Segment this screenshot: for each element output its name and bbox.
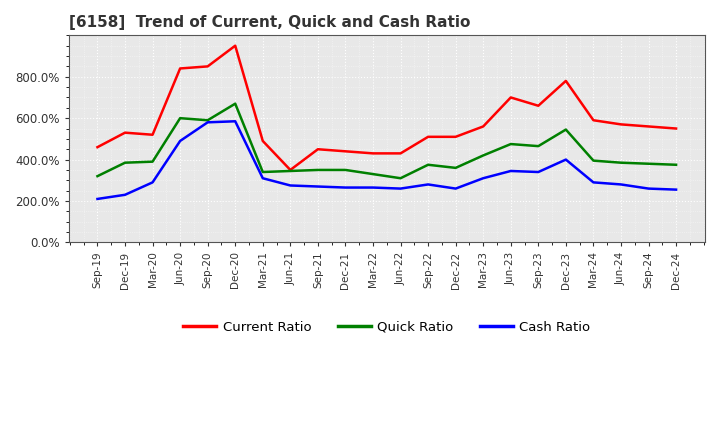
Line: Cash Ratio: Cash Ratio [97,121,676,199]
Quick Ratio [672,162,680,167]
Quick Ratio [369,172,377,177]
Quick Ratio [479,153,487,158]
Cash Ratio [148,180,157,185]
Quick Ratio [616,160,625,165]
Cash Ratio [341,185,350,190]
Current Ratio [93,144,102,150]
Quick Ratio [286,169,294,174]
Current Ratio [203,64,212,69]
Cash Ratio [506,169,515,174]
Current Ratio [562,78,570,84]
Cash Ratio [314,184,323,189]
Cash Ratio [396,186,405,191]
Current Ratio [341,149,350,154]
Quick Ratio [176,116,184,121]
Current Ratio [424,134,433,139]
Current Ratio [506,95,515,100]
Quick Ratio [258,169,267,175]
Quick Ratio [451,165,460,171]
Cash Ratio [286,183,294,188]
Cash Ratio [616,182,625,187]
Quick Ratio [203,117,212,123]
Current Ratio [231,43,240,48]
Current Ratio [148,132,157,137]
Current Ratio [534,103,543,108]
Current Ratio [644,124,653,129]
Quick Ratio [121,160,130,165]
Quick Ratio [534,143,543,149]
Current Ratio [314,147,323,152]
Current Ratio [589,117,598,123]
Quick Ratio [589,158,598,163]
Cash Ratio [672,187,680,192]
Line: Quick Ratio: Quick Ratio [97,104,676,178]
Quick Ratio [562,127,570,132]
Quick Ratio [341,167,350,172]
Quick Ratio [314,167,323,172]
Current Ratio [258,138,267,143]
Quick Ratio [148,159,157,164]
Current Ratio [369,151,377,156]
Current Ratio [396,151,405,156]
Cash Ratio [369,185,377,190]
Current Ratio [451,134,460,139]
Text: [6158]  Trend of Current, Quick and Cash Ratio: [6158] Trend of Current, Quick and Cash … [68,15,470,30]
Cash Ratio [231,119,240,124]
Current Ratio [479,124,487,129]
Cash Ratio [479,176,487,181]
Current Ratio [286,167,294,172]
Legend: Current Ratio, Quick Ratio, Cash Ratio: Current Ratio, Quick Ratio, Cash Ratio [178,315,596,339]
Cash Ratio [176,138,184,143]
Cash Ratio [562,157,570,162]
Cash Ratio [258,176,267,181]
Line: Current Ratio: Current Ratio [97,46,676,170]
Cash Ratio [121,192,130,198]
Current Ratio [176,66,184,71]
Current Ratio [616,122,625,127]
Quick Ratio [231,101,240,106]
Cash Ratio [93,196,102,202]
Quick Ratio [93,173,102,179]
Quick Ratio [644,161,653,166]
Quick Ratio [506,141,515,147]
Current Ratio [672,126,680,131]
Current Ratio [121,130,130,136]
Cash Ratio [424,182,433,187]
Cash Ratio [589,180,598,185]
Cash Ratio [644,186,653,191]
Quick Ratio [424,162,433,167]
Cash Ratio [203,120,212,125]
Quick Ratio [396,176,405,181]
Cash Ratio [534,169,543,175]
Cash Ratio [451,186,460,191]
